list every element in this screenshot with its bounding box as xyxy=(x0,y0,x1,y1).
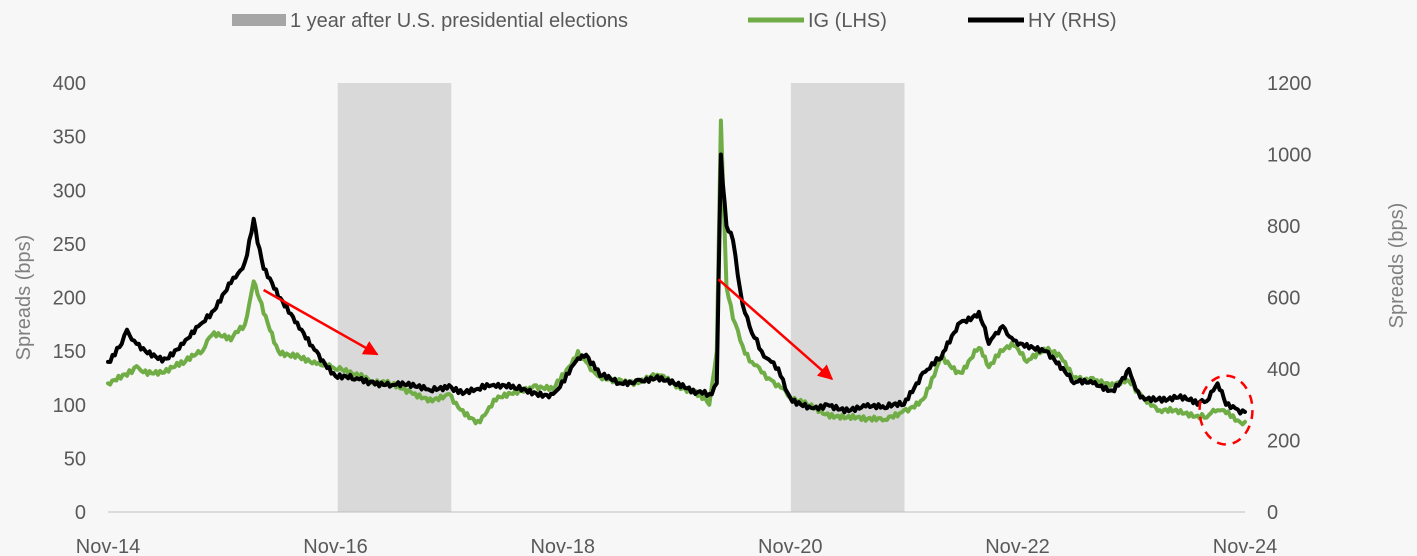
x-tick-label: Nov-16 xyxy=(303,536,367,556)
axes: Nov-14 Nov-16 Nov-18 Nov-20 Nov-22 Nov-24 0 50… xyxy=(13,73,1408,556)
election-band-2 xyxy=(790,83,905,512)
y-right-tick-label: 1200 xyxy=(1267,73,1312,95)
legend-label: IG (LHS) xyxy=(808,10,887,32)
y-right-tick-label: 0 xyxy=(1267,502,1278,524)
y-left-tick-label: 250 xyxy=(53,234,86,256)
x-tick-label: Nov-20 xyxy=(758,536,822,556)
legend: 1 year after U.S. presidential elections… xyxy=(232,10,1117,32)
y-left-tick-label: 0 xyxy=(75,502,86,524)
y-right-tick-label: 1000 xyxy=(1267,145,1312,167)
y-left-tick-label: 400 xyxy=(53,73,86,95)
legend-label: 1 year after U.S. presidential elections xyxy=(290,10,628,32)
y-left-tick-label: 350 xyxy=(53,127,86,149)
y-left-tick-label: 200 xyxy=(53,288,86,310)
annotation-arrow xyxy=(263,288,379,356)
annotation-dashed-circle xyxy=(1198,374,1254,446)
legend-label: HY (RHS) xyxy=(1028,10,1117,32)
election-bands xyxy=(337,83,905,512)
y-right-tick-label: 600 xyxy=(1267,288,1300,310)
y-left-tick-label: 100 xyxy=(53,395,86,417)
series-line-ig xyxy=(106,118,1247,427)
x-tick-label: Nov-22 xyxy=(985,536,1049,556)
series-line-hy xyxy=(106,152,1247,416)
y-left-tick-label: 150 xyxy=(53,341,86,363)
x-tick-label: Nov-18 xyxy=(530,536,594,556)
y-right-tick-labels: 0 200 400 600 800 1000 1200 xyxy=(1267,73,1312,524)
annotations xyxy=(263,278,1254,446)
x-tick-label: Nov-24 xyxy=(1213,536,1277,556)
y-right-tick-label: 400 xyxy=(1267,359,1300,381)
election-band-1 xyxy=(337,83,452,512)
series-lines xyxy=(106,118,1247,427)
y-left-tick-label: 300 xyxy=(53,180,86,202)
y-left-tick-label: 50 xyxy=(64,448,86,470)
y-left-tick-labels: 0 50 100 150 200 250 300 350 400 xyxy=(53,73,86,524)
y-right-tick-label: 200 xyxy=(1267,431,1300,453)
legend-swatch-band xyxy=(232,14,286,26)
y-right-axis-title: Spreads (bps) xyxy=(1386,203,1408,329)
y-left-axis-title: Spreads (bps) xyxy=(13,235,35,361)
annotation-arrow xyxy=(717,278,834,380)
x-tick-label: Nov-14 xyxy=(76,536,140,556)
x-tick-labels: Nov-14 Nov-16 Nov-18 Nov-20 Nov-22 Nov-24 xyxy=(76,536,1277,556)
y-right-tick-label: 800 xyxy=(1267,216,1300,238)
